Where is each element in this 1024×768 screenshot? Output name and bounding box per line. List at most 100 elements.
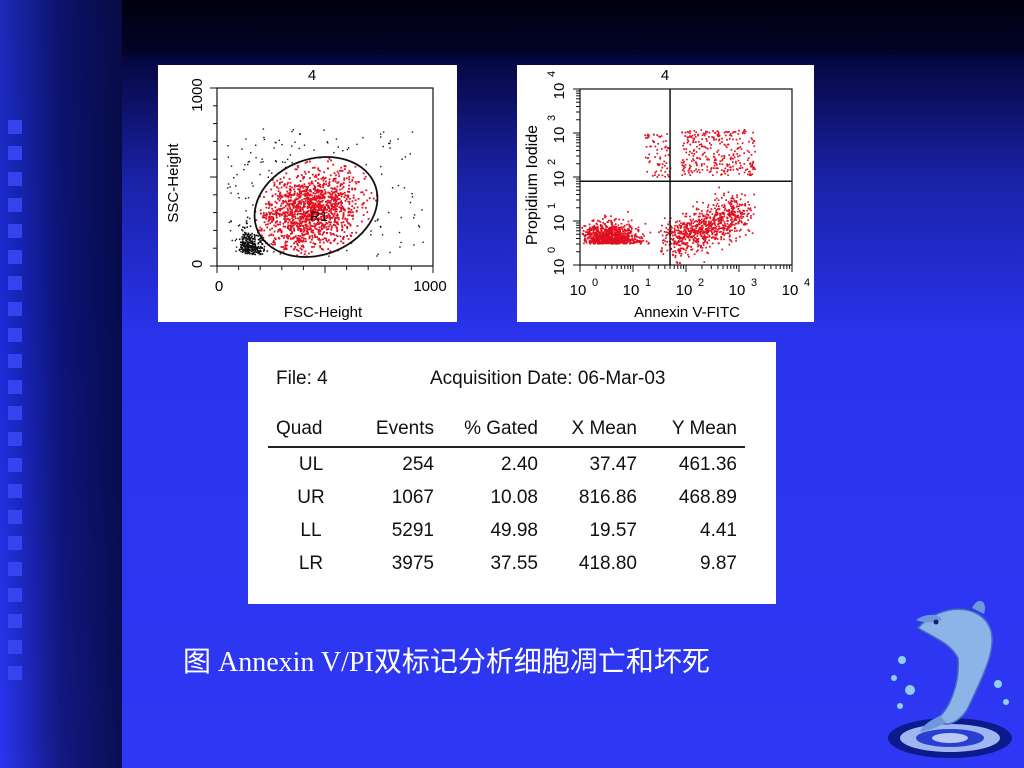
plot2-event: [699, 233, 702, 236]
plot2-event: [601, 240, 603, 243]
plot2-event: [613, 226, 615, 229]
plot1-debris-event: [250, 246, 253, 248]
plot2-event: [609, 236, 612, 238]
plot1-gated-event: [342, 186, 345, 188]
plot2-event: [695, 224, 698, 226]
plot2-event: [688, 135, 691, 138]
plot2-event: [724, 167, 727, 170]
plot2-event: [696, 156, 699, 159]
plot2-event: [727, 220, 729, 222]
plot2-event: [592, 220, 595, 222]
plot2-event: [623, 242, 625, 245]
plot2-event: [704, 130, 707, 133]
plot2-event: [602, 236, 605, 239]
plot2-event: [584, 238, 587, 241]
plot2-event: [619, 236, 621, 239]
plot1-gated-event: [325, 237, 327, 240]
plot2-event: [736, 210, 739, 213]
plot1-gated-event: [344, 218, 347, 221]
plot2-event: [678, 244, 680, 246]
plot2-event: [671, 238, 674, 241]
plot1-gated-event: [288, 218, 291, 221]
plot2-event: [695, 208, 698, 211]
plot1-xtick-1: 1000: [413, 278, 446, 295]
plot2-event: [681, 238, 684, 241]
plot1-gated-event: [317, 229, 320, 232]
plot1-gated-event: [308, 203, 311, 206]
plot2-event: [683, 235, 686, 238]
plot1-ungated-event: [337, 146, 339, 148]
plot2-event: [721, 141, 723, 143]
plot2-event: [724, 224, 727, 227]
plot1-gated-event: [302, 204, 305, 207]
plot2-event: [732, 157, 734, 160]
plot2-event: [663, 239, 665, 241]
plot2-event: [698, 226, 701, 229]
plot1-gated-event: [306, 188, 309, 191]
plot1-gated-event: [322, 248, 324, 251]
plot2-event: [735, 205, 738, 208]
plot2-event: [680, 222, 682, 225]
plot1-debris-event: [247, 246, 250, 249]
plot1-gated-event: [357, 197, 360, 200]
plot2-event: [692, 137, 695, 140]
plot2-event: [748, 170, 750, 173]
plot2-event: [696, 243, 699, 245]
plot1-gated-event: [293, 190, 296, 193]
plot2-event: [736, 147, 739, 150]
plot2-event: [752, 168, 754, 170]
plot2-event: [661, 247, 663, 249]
plot2-event: [587, 237, 589, 240]
plot2-event: [699, 231, 702, 234]
plot1-gated-event: [330, 207, 333, 210]
plot1-gated-event: [335, 217, 338, 220]
plot2-event: [704, 229, 707, 231]
col-xmean: X Mean: [546, 418, 645, 448]
plot2-event: [703, 134, 706, 137]
plot1-gated-event: [277, 197, 279, 200]
plot2-event: [613, 219, 616, 222]
plot1-ungated-event: [281, 161, 284, 163]
plot1-gated-event: [320, 177, 323, 180]
plot1-gated-event: [284, 221, 286, 224]
plot2-event: [613, 228, 616, 230]
plot1-gated-event: [327, 185, 330, 187]
plot2-event: [592, 236, 595, 239]
cell-xmean: 19.57: [589, 519, 637, 541]
plot2-event: [718, 218, 721, 220]
plot1-gated-event: [314, 192, 317, 195]
plot1-gated-event: [311, 246, 313, 248]
stats-header-row: Quad Events % Gated X Mean Y Mean: [268, 418, 745, 448]
plot2-event: [723, 209, 726, 212]
plot2-event: [678, 240, 680, 243]
plot1-ytick-1: 1000: [189, 78, 206, 111]
plot1-gated-event: [310, 180, 313, 183]
plot2-event: [588, 241, 591, 244]
plot1-debris-event: [254, 235, 256, 237]
plot2-event: [718, 163, 721, 165]
plot1-debris-event: [256, 249, 259, 252]
plot2-event: [689, 132, 691, 135]
plot1-gated-event: [302, 176, 305, 179]
plot1-debris-event: [246, 235, 249, 237]
plot1-debris-event: [257, 245, 260, 248]
plot1-gated-event: [303, 253, 306, 255]
plot2-event: [699, 219, 701, 222]
plot2-event: [660, 250, 662, 252]
plot2-event: [694, 237, 697, 240]
plot1-gated-event: [301, 190, 304, 193]
plot2-event: [741, 213, 744, 215]
plot1-gated-event: [318, 232, 320, 235]
plot2-event: [723, 131, 726, 134]
plot1-gated-event: [316, 213, 319, 216]
plot2-event: [589, 226, 591, 229]
plot1-gated-event: [305, 197, 307, 200]
plot2-event: [600, 235, 603, 237]
plot1-gated-event: [285, 240, 287, 243]
cell-gated: 37.55: [490, 552, 538, 574]
plot2-event: [743, 204, 746, 206]
plot2-event: [704, 237, 707, 240]
plot2-event: [673, 227, 676, 230]
plot2-event: [620, 239, 623, 241]
plot1-gated-event: [296, 224, 299, 227]
